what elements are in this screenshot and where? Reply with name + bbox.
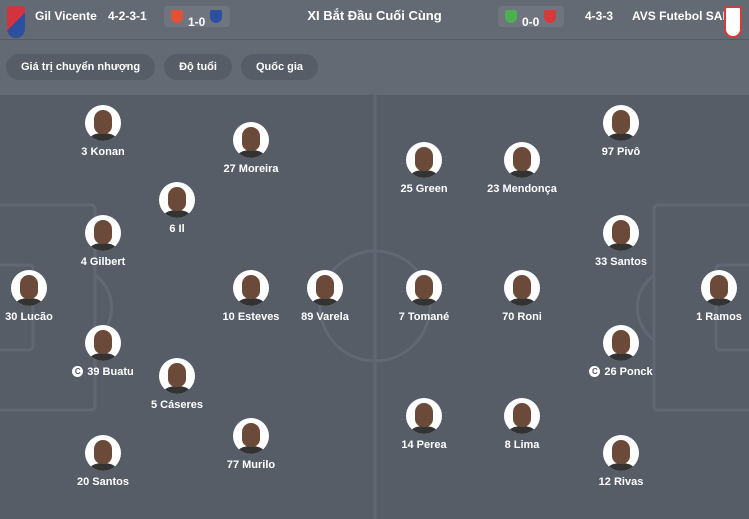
player-photo — [406, 270, 442, 306]
home-last-match[interactable]: 1-0 — [164, 6, 230, 29]
player-label: 10 Esteves — [222, 311, 280, 323]
player-away[interactable]: 1 Ramos — [659, 270, 749, 323]
away-last-match[interactable]: 0-0 — [498, 6, 564, 29]
player-photo — [85, 435, 121, 471]
home-formation: 4-2-3-1 — [108, 9, 147, 23]
player-label: 89 Varela — [301, 311, 349, 323]
home-team-name[interactable]: Gil Vicente — [35, 9, 97, 23]
player-label: 33 Santos — [595, 256, 647, 268]
player-label: 7 Tomané — [398, 311, 450, 323]
player-photo — [233, 122, 269, 158]
page-title: XI Bắt Đầu Cuối Cùng — [307, 8, 442, 23]
player-photo — [85, 105, 121, 141]
lineup-header: Gil Vicente 4-2-3-1 1-0 XI Bắt Đầu Cuối … — [0, 0, 749, 40]
away-formation: 4-3-3 — [585, 9, 614, 23]
player-away[interactable]: 14 Perea — [364, 398, 484, 451]
player-label: 8 Lima — [504, 439, 540, 451]
player-home[interactable]: 4 Gilbert — [43, 215, 163, 268]
player-photo — [406, 398, 442, 434]
player-away[interactable]: C 26 Ponck — [561, 325, 681, 378]
player-home[interactable]: 5 Cáseres — [117, 358, 237, 411]
player-away[interactable]: 8 Lima — [462, 398, 582, 451]
player-photo — [85, 325, 121, 361]
player-photo — [504, 398, 540, 434]
filter-age[interactable]: Độ tuổi — [164, 54, 232, 80]
opponent-crest-icon — [505, 10, 517, 23]
player-label: 25 Green — [400, 183, 448, 195]
player-home[interactable]: 20 Santos — [43, 435, 163, 488]
player-photo — [701, 270, 737, 306]
player-home[interactable]: 77 Murilo — [191, 418, 311, 471]
player-label: 23 Mendonça — [487, 183, 557, 195]
player-label: 70 Roni — [502, 311, 542, 323]
player-label: 97 Pivô — [601, 146, 641, 158]
player-photo — [159, 358, 195, 394]
player-photo — [603, 325, 639, 361]
player-photo — [603, 435, 639, 471]
away-team-name[interactable]: AVS Futebol SAD — [632, 9, 732, 23]
player-photo — [307, 270, 343, 306]
player-photo — [504, 142, 540, 178]
gil-vicente-crest-icon — [7, 6, 25, 38]
player-label: C 26 Ponck — [561, 366, 681, 378]
player-photo — [233, 418, 269, 454]
player-home[interactable]: 6 Il — [117, 182, 237, 235]
player-home[interactable]: 89 Varela — [265, 270, 385, 323]
player-label: 1 Ramos — [696, 311, 742, 323]
player-photo — [406, 142, 442, 178]
player-away[interactable]: 7 Tomané — [364, 270, 484, 323]
player-label: 5 Cáseres — [151, 399, 203, 411]
pitch-lines — [0, 95, 749, 519]
player-label: 6 Il — [169, 223, 185, 235]
avs-crest-icon — [544, 10, 556, 23]
player-home[interactable]: C 39 Buatu — [43, 325, 163, 378]
player-label: 30 Lucão — [5, 311, 53, 323]
player-label: C 39 Buatu — [43, 366, 163, 378]
player-label: 77 Murilo — [226, 459, 276, 471]
player-away[interactable]: 23 Mendonça — [462, 142, 582, 195]
filter-nationality[interactable]: Quốc gia — [240, 54, 319, 80]
player-photo — [159, 182, 195, 218]
player-away[interactable]: 25 Green — [364, 142, 484, 195]
player-photo — [85, 215, 121, 251]
pitch: 3 Konan 27 Moreira 6 Il 4 Gilbert 30 Lucão 10… — [0, 95, 749, 519]
player-away[interactable]: 97 Pivô — [561, 105, 681, 158]
filter-market-value[interactable]: Giá trị chuyển nhượng — [6, 54, 156, 80]
player-away[interactable]: 70 Roni — [462, 270, 582, 323]
captain-icon: C — [589, 366, 601, 377]
gil-vicente-crest-icon — [210, 10, 222, 23]
captain-icon: C — [72, 366, 84, 377]
player-home[interactable]: 10 Esteves — [191, 270, 311, 323]
player-home[interactable]: 27 Moreira — [191, 122, 311, 175]
avs-crest-icon — [724, 6, 742, 38]
player-label: 3 Konan — [81, 146, 125, 158]
player-away[interactable]: 12 Rivas — [561, 435, 681, 488]
player-photo — [603, 105, 639, 141]
player-label: 27 Moreira — [223, 163, 279, 175]
player-photo — [504, 270, 540, 306]
player-home[interactable]: 3 Konan — [43, 105, 163, 158]
player-away[interactable]: 33 Santos — [561, 215, 681, 268]
player-photo — [233, 270, 269, 306]
filter-chips: Giá trị chuyển nhượng Độ tuổi Quốc gia — [6, 54, 319, 80]
player-home[interactable]: 30 Lucão — [0, 270, 89, 323]
player-photo — [603, 215, 639, 251]
player-label: 12 Rivas — [598, 476, 644, 488]
player-photo — [11, 270, 47, 306]
opponent-crest-icon — [171, 10, 183, 23]
player-label: 14 Perea — [401, 439, 447, 451]
player-label: 20 Santos — [77, 476, 129, 488]
player-label: 4 Gilbert — [80, 256, 126, 268]
